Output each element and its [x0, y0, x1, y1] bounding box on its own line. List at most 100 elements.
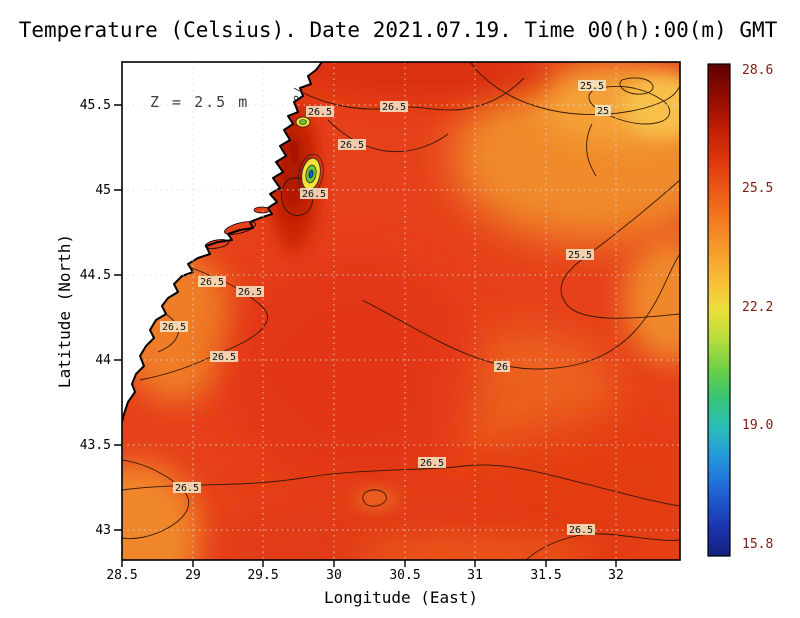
contour-label: 26.5	[236, 286, 264, 298]
x-axis-ticks	[121, 560, 617, 567]
contour-label: 26.5	[338, 139, 366, 151]
contour-label-text: 26.5	[569, 525, 593, 536]
contour-line	[619, 77, 654, 95]
contour-label-box	[300, 188, 328, 199]
temp-patch	[352, 536, 592, 560]
contour-label: 26.5	[300, 188, 328, 200]
y-tick-label: 45	[95, 183, 111, 198]
x-tick-label: 29.5	[247, 568, 278, 583]
contour-line	[327, 119, 449, 153]
contour-label-box	[160, 321, 188, 332]
colorbar-tick-label: 22.2	[742, 300, 773, 315]
y-axis-ticks	[114, 104, 122, 531]
upwelling-core	[308, 169, 314, 179]
contour-label-box	[567, 524, 595, 535]
y-tick-label: 43	[95, 523, 111, 538]
colorbar-tick-label: 15.8	[742, 537, 773, 552]
contour-label-text: 26.5	[382, 102, 406, 113]
contour-label: 26.5	[418, 457, 446, 469]
contour-label: 26	[494, 361, 510, 373]
contour-label-text: 26.5	[420, 458, 444, 469]
contour-label: 26.5	[210, 351, 238, 363]
temp-patch	[624, 238, 680, 362]
x-tick-label: 31	[467, 568, 483, 583]
colorbar-gradient	[707, 63, 731, 557]
colorbar-tick-labels: 28.6 25.5 22.2 19.0 15.8	[742, 63, 773, 552]
upwelling-core	[299, 119, 307, 125]
temp-patch	[354, 489, 398, 509]
temp-patch	[222, 257, 482, 487]
upwelling-spot	[295, 116, 311, 128]
contour-label-text: 26.5	[302, 189, 326, 200]
contour-label-text: 26.5	[175, 483, 199, 494]
upwelling-features	[290, 116, 324, 195]
x-tick-label: 30	[326, 568, 342, 583]
contour-label-text: 26.5	[308, 107, 332, 118]
x-tick-label: 32	[608, 568, 624, 583]
colorbar: 28.6 25.5 22.2 19.0 15.8	[707, 63, 773, 557]
warm-streak	[290, 140, 298, 164]
map-plot-area: 25.5 25 26.5 26.5 26.5 26.5 25.5 26.5 26…	[122, 62, 680, 560]
contour-label-box	[595, 105, 611, 116]
contour-line	[157, 313, 179, 353]
contour-label-box	[210, 351, 238, 362]
colorbar-tick-label: 25.5	[742, 181, 773, 196]
contour-label: 26.5	[306, 106, 334, 118]
coastline	[122, 62, 323, 423]
contour-label-text: 26.5	[340, 140, 364, 151]
contour-label-box	[380, 101, 408, 112]
contour-line	[362, 489, 387, 507]
contour-line	[586, 123, 597, 177]
colorbar-tick-label: 19.0	[742, 418, 773, 433]
contour-line	[361, 253, 680, 370]
contour-label-text: 26.5	[200, 277, 224, 288]
contour-label-box	[306, 106, 334, 117]
x-tick-label: 28.5	[106, 568, 137, 583]
x-tick-label: 30.5	[389, 568, 420, 583]
temp-patch	[482, 412, 680, 552]
coastal-lagoon	[224, 221, 256, 235]
contour-line	[525, 533, 680, 560]
contour-label-text: 25.5	[580, 81, 604, 92]
y-tick-label: 45.5	[80, 98, 111, 113]
colorbar-tick-label: 28.6	[742, 63, 773, 78]
plot-frame	[121, 61, 681, 561]
depth-annotation: Z = 2.5 m	[150, 93, 249, 111]
y-axis-label: Latitude (North)	[55, 234, 74, 388]
contour-label-text: 26	[496, 362, 508, 373]
temp-patch	[292, 62, 552, 100]
contour-label-text: 26.5	[212, 352, 236, 363]
contour-label: 26.5	[160, 321, 188, 333]
contour-label: 26.5	[173, 482, 201, 494]
contour-label-box	[494, 361, 510, 372]
grid-lines	[122, 62, 680, 560]
contour-label-text: 26.5	[238, 287, 262, 298]
contour-label-text: 26.5	[162, 322, 186, 333]
contour-label-box	[418, 457, 446, 468]
y-axis-tick-labels: 45.5 45 44.5 44 43.5 43	[80, 98, 111, 538]
land-mass	[122, 62, 322, 422]
contour-label: 25	[595, 105, 611, 117]
contour-label: 26.5	[380, 101, 408, 113]
contour-line	[293, 77, 525, 111]
temp-patch	[622, 77, 680, 137]
temperature-field-patches	[122, 62, 680, 560]
y-tick-label: 44.5	[80, 268, 111, 283]
contour-label-box	[578, 80, 606, 91]
chart-title: Temperature (Celsius). Date 2021.07.19. …	[19, 18, 778, 42]
contour-label-box	[236, 286, 264, 297]
contour-label: 26.5	[198, 276, 226, 288]
contour-line	[122, 464, 680, 507]
x-axis-label: Longitude (East)	[324, 588, 478, 607]
x-tick-label: 31.5	[530, 568, 561, 583]
contour-line	[560, 179, 680, 319]
contour-label-box	[173, 482, 201, 493]
contour-line	[122, 459, 190, 540]
y-tick-label: 44	[95, 353, 111, 368]
contour-label: 26.5	[567, 524, 595, 536]
x-tick-label: 29	[185, 568, 201, 583]
contour-line	[139, 267, 269, 381]
contour-label-text: 25.5	[568, 250, 592, 261]
